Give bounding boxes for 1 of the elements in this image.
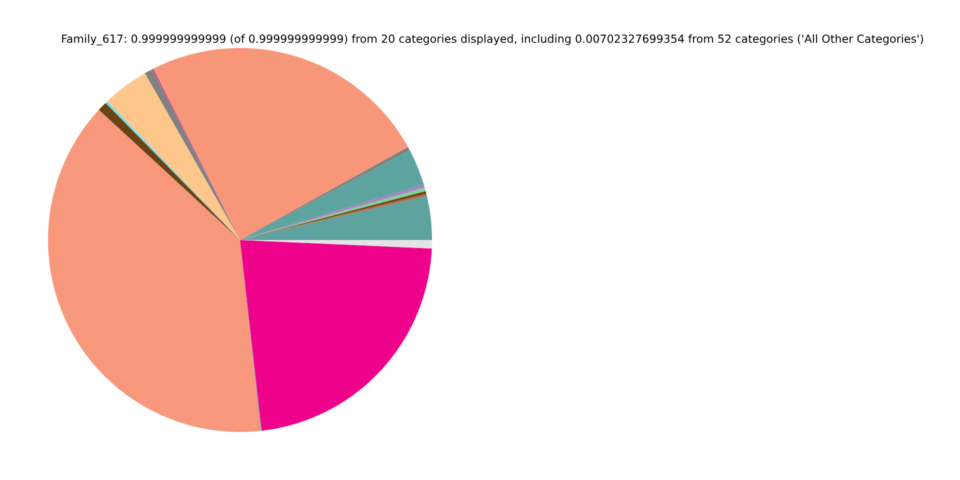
text: Family_617: 0.999999999999 (of 0.999999999999) from 20 categories displayed, including 0.00702327699354 from 52 categories ('All Other Categories') bbox=[62, 34, 924, 46]
